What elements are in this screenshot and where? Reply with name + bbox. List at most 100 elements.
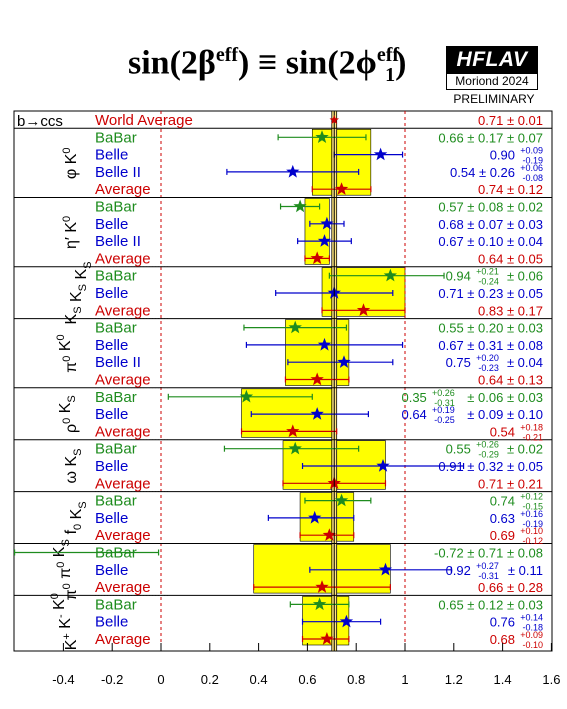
row-label: BaBar (95, 199, 137, 216)
value-err-up: +0.12 (520, 492, 543, 502)
data-point (312, 597, 327, 611)
value-tail: ± 0.09 ± 0.10 (467, 407, 543, 422)
value-tail: ± 0.02 (507, 442, 543, 457)
row-label: Average (95, 250, 151, 267)
value-label: 0.74 (490, 494, 515, 509)
data-point (317, 337, 332, 351)
chart-title: sin(2βeff) ≡ sin(2ϕeff1) (128, 44, 406, 87)
row-label: Average (95, 423, 151, 440)
row-label: Belle (95, 216, 128, 233)
value-err-up: +0.09 (520, 630, 543, 640)
group-label-part: S (77, 284, 89, 291)
group-label-part: 0 (49, 593, 61, 599)
value-err-up: +0.27 (476, 561, 499, 571)
value-err-down: -0.19 (522, 519, 543, 529)
value-err-up: +0.21 (476, 267, 499, 277)
group-label-part: K (73, 269, 90, 284)
value-err-up: +0.10 (520, 526, 543, 536)
value-label: 0.74 ± 0.12 (478, 182, 543, 197)
value-tail: ± 0.06 ± 0.03 (467, 390, 543, 405)
group-label-part: K (63, 313, 80, 324)
row-label: Belle (95, 147, 128, 164)
row-label: Average (95, 631, 151, 648)
row-label: Belle II (95, 164, 141, 181)
value-label: 0.94 (446, 269, 471, 284)
row-label: Average (95, 527, 151, 544)
row-label: Belle (95, 337, 128, 354)
value-err-up: +0.18 (520, 422, 543, 432)
group-label-part: η′ K (63, 222, 80, 249)
group-label-part: 0 (61, 583, 73, 589)
value-label: 0.54 (490, 424, 515, 439)
value-label: 0.68 ± 0.07 ± 0.03 (438, 217, 543, 232)
group-label-part: ρ (63, 424, 80, 433)
group-label-part: S (66, 395, 78, 402)
value-label: 0.64 (401, 407, 426, 422)
value-label: 0.68 (490, 632, 515, 647)
group-label: π0 π0 KS (51, 539, 80, 600)
value-err-up: +0.14 (520, 613, 543, 623)
row-label: World Average (95, 112, 193, 129)
value-label: 0.83 ± 0.17 (478, 303, 543, 318)
row-label: Belle (95, 510, 128, 527)
data-point (356, 303, 371, 316)
x-tick-label: 0.6 (298, 672, 316, 687)
value-label: 0.55 (446, 442, 471, 457)
value-label: 0.71 ± 0.23 ± 0.05 (438, 286, 543, 301)
value-err-up: +0.19 (432, 405, 455, 415)
row-label: BaBar (95, 320, 137, 337)
value-err-down: -0.25 (434, 415, 455, 425)
value-err-up: +0.16 (520, 509, 543, 519)
title-left-sup: eff (215, 44, 239, 66)
row-label: Average (95, 302, 151, 319)
x-tick-label: 0.2 (201, 672, 219, 687)
title-sub: 1 (385, 64, 396, 87)
data-point (288, 320, 302, 334)
value-label: 0.64 ± 0.13 (478, 373, 543, 388)
title-end: ) (395, 44, 407, 82)
row-label: Average (95, 579, 151, 596)
row-label: BaBar (95, 129, 137, 146)
value-label: 0.54 ± 0.26 (450, 165, 515, 180)
group-label: φ K0 (61, 147, 80, 179)
data-point (308, 510, 322, 524)
x-tick-label: 0 (157, 672, 164, 687)
row-label: Belle (95, 406, 128, 423)
data-point (310, 251, 324, 265)
group-label-part: 0 (61, 147, 73, 153)
data-point (315, 580, 329, 593)
x-tick-label: 0.4 (250, 672, 268, 687)
group-label-part: S (60, 539, 72, 546)
x-tick-label: 1.4 (494, 672, 512, 687)
data-point (320, 216, 334, 230)
value-err-down: -0.10 (522, 640, 543, 650)
group-label-part: φ K (63, 153, 80, 179)
group-label-part: K (68, 291, 85, 306)
group-label-part: 0 (61, 418, 73, 424)
value-label: 0.71 ± 0.01 (478, 113, 543, 128)
value-err-down: -0.18 (522, 623, 543, 633)
value-label: 0.91 ± 0.32 ± 0.05 (438, 459, 543, 474)
value-err-down: -0.08 (522, 173, 543, 183)
group-label-part: K (57, 618, 74, 633)
data-point (373, 147, 388, 161)
x-tick-label: 1 (401, 672, 408, 687)
hflav-logo: HFLAV Moriond 2024 (446, 46, 538, 90)
x-tick-label: 0.8 (347, 672, 365, 687)
data-point (334, 493, 349, 507)
value-label: 0.69 (490, 528, 515, 543)
value-err-down: -0.12 (522, 536, 543, 546)
value-err-up: +0.26 (476, 440, 499, 450)
row-label: Average (95, 181, 151, 198)
data-point (322, 528, 336, 541)
value-label: 0.67 ± 0.31 ± 0.08 (438, 338, 543, 353)
value-err-down: -0.31 (434, 398, 455, 408)
value-tail: ± 0.04 (507, 355, 543, 370)
group-label-part: π (63, 589, 80, 600)
group-label-part: S (72, 306, 84, 313)
value-err-down: -0.21 (522, 432, 543, 442)
value-err-up: +0.26 (432, 388, 455, 398)
data-point (315, 130, 329, 143)
row-label: BaBar (95, 441, 137, 458)
group-label-part: π (57, 568, 74, 583)
